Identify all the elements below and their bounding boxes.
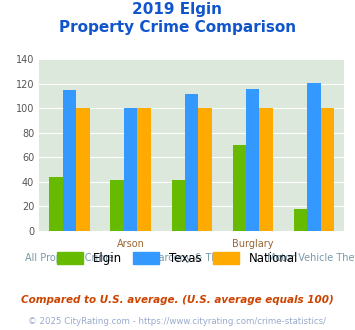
Bar	[307, 83, 321, 231]
Bar	[233, 145, 246, 231]
Bar	[321, 109, 334, 231]
Text: Property Crime Comparison: Property Crime Comparison	[59, 20, 296, 35]
Text: All Property Crime: All Property Crime	[25, 253, 114, 263]
Bar	[246, 89, 260, 231]
Text: Burglary: Burglary	[232, 239, 273, 249]
Bar	[294, 209, 307, 231]
Legend: Elgin, Texas, National: Elgin, Texas, National	[52, 247, 303, 270]
Bar	[76, 109, 90, 231]
Text: Arson: Arson	[117, 239, 144, 249]
Bar	[260, 109, 273, 231]
Bar	[185, 94, 198, 231]
Text: © 2025 CityRating.com - https://www.cityrating.com/crime-statistics/: © 2025 CityRating.com - https://www.city…	[28, 317, 327, 326]
Bar	[198, 109, 212, 231]
Bar	[124, 109, 137, 231]
Text: Larceny & Theft: Larceny & Theft	[153, 253, 231, 263]
Bar	[63, 90, 76, 231]
Bar	[110, 180, 124, 231]
Bar	[137, 109, 151, 231]
Text: 2019 Elgin: 2019 Elgin	[132, 2, 223, 16]
Text: Compared to U.S. average. (U.S. average equals 100): Compared to U.S. average. (U.S. average …	[21, 295, 334, 305]
Bar	[171, 180, 185, 231]
Bar	[49, 177, 63, 231]
Text: Motor Vehicle Theft: Motor Vehicle Theft	[267, 253, 355, 263]
